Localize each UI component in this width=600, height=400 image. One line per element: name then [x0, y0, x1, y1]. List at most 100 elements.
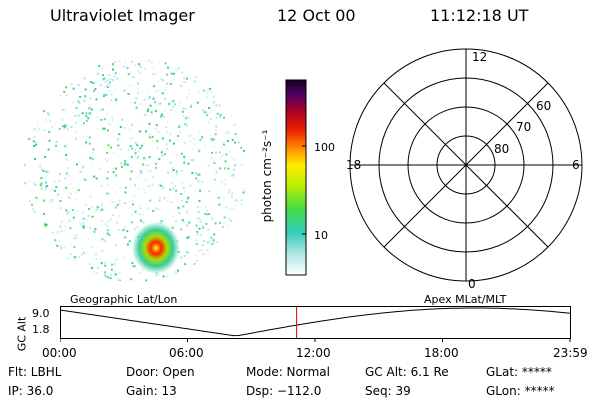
uv-pixel: [198, 249, 201, 252]
uv-pixel: [112, 214, 115, 216]
uv-pixel: [197, 180, 200, 183]
uv-pixel: [171, 226, 174, 229]
uv-pixel: [160, 220, 163, 223]
uv-pixel: [60, 229, 63, 232]
uv-pixel: [130, 200, 133, 202]
polar-mlat-mlt-plot: 12 18 6 0 60 70 80: [346, 48, 583, 291]
uv-pixel: [220, 146, 223, 149]
uv-pixel: [115, 206, 118, 209]
uv-pixel: [144, 113, 147, 116]
uv-pixel: [47, 148, 50, 151]
uv-pixel: [28, 138, 31, 140]
uv-pixel: [174, 110, 177, 113]
uv-pixel: [231, 192, 234, 195]
uv-pixel: [212, 95, 215, 98]
uv-pixel: [209, 117, 212, 120]
uv-pixel: [117, 215, 120, 218]
uv-pixel: [115, 167, 117, 170]
uv-pixel: [204, 144, 206, 147]
uv-pixel: [126, 230, 129, 233]
uv-pixel: [120, 166, 123, 169]
status-door: Door: Open: [126, 365, 195, 379]
uv-pixel: [186, 210, 189, 213]
uv-pixel: [124, 191, 127, 194]
uv-pixel: [113, 75, 116, 78]
uv-pixel: [214, 133, 217, 136]
uv-pixel: [233, 207, 235, 210]
uv-pixel: [114, 259, 117, 262]
uv-pixel: [94, 175, 97, 178]
uv-pixel: [146, 110, 149, 113]
uv-pixel: [181, 71, 184, 74]
uv-pixel: [172, 106, 175, 109]
uv-pixel: [68, 219, 71, 222]
uv-pixel: [221, 154, 224, 157]
status-mode: Mode: Normal: [246, 365, 330, 379]
status-glon: GLon: *****: [486, 384, 555, 398]
uv-pixel: [178, 101, 181, 104]
uv-pixel: [197, 217, 200, 220]
uv-pixel: [169, 132, 172, 135]
uv-pixel: [152, 210, 155, 212]
uv-pixel: [105, 93, 108, 96]
uv-pixel: [111, 85, 113, 88]
uv-pixel: [160, 71, 163, 74]
uv-pixel: [206, 213, 209, 216]
uv-pixel: [190, 104, 193, 107]
uv-pixel: [204, 111, 207, 114]
uv-pixel: [199, 233, 202, 236]
uv-pixel: [214, 222, 217, 225]
uv-pixel: [75, 121, 78, 123]
timeline-xtick-1800: 18:00: [424, 346, 459, 360]
uv-pixel: [145, 279, 148, 282]
uv-pixel: [139, 219, 142, 222]
uv-pixel: [51, 199, 54, 201]
uv-pixel: [164, 86, 167, 89]
uv-pixel: [199, 189, 202, 192]
uv-pixel: [85, 141, 87, 144]
uv-pixel: [216, 112, 219, 115]
uv-pixel: [127, 92, 130, 95]
uv-pixel: [182, 114, 185, 117]
uv-pixel: [118, 203, 121, 205]
uv-pixel: [215, 241, 218, 244]
uv-pixel: [53, 189, 56, 192]
uv-pixel: [45, 185, 48, 188]
uv-pixel: [57, 193, 60, 196]
uv-pixel: [127, 149, 130, 151]
uv-pixel: [165, 126, 168, 129]
uv-pixel: [119, 126, 122, 128]
uv-pixel: [104, 239, 107, 242]
uv-pixel: [213, 158, 216, 161]
uv-pixel: [188, 221, 191, 224]
uv-pixel: [122, 236, 125, 239]
mlt-label-0: 0: [468, 277, 476, 291]
uv-pixel: [33, 128, 36, 131]
uv-pixel: [47, 113, 50, 116]
uv-pixel: [24, 182, 27, 185]
uv-pixel: [104, 261, 107, 264]
uv-pixel: [240, 163, 243, 166]
uv-pixel: [129, 129, 132, 132]
uv-pixel: [189, 184, 192, 187]
uv-pixel: [98, 65, 101, 68]
uv-pixel: [224, 160, 227, 163]
uv-pixel: [112, 63, 115, 66]
uv-pixel: [236, 137, 239, 139]
uv-pixel: [96, 206, 99, 209]
uv-pixel: [234, 164, 237, 167]
uv-pixel: [138, 213, 141, 216]
uv-pixel: [33, 136, 36, 139]
uv-pixel: [65, 154, 68, 156]
uv-pixel: [166, 82, 169, 85]
uv-pixel: [180, 228, 183, 231]
uv-pixel: [186, 224, 189, 227]
uv-pixel: [53, 123, 56, 126]
uv-pixel: [195, 226, 198, 228]
uv-pixel: [83, 122, 85, 125]
uv-pixel: [201, 181, 204, 184]
uv-pixel: [170, 72, 173, 75]
uv-pixel: [85, 203, 88, 206]
uv-pixel: [146, 88, 149, 91]
uv-pixel: [160, 151, 163, 154]
